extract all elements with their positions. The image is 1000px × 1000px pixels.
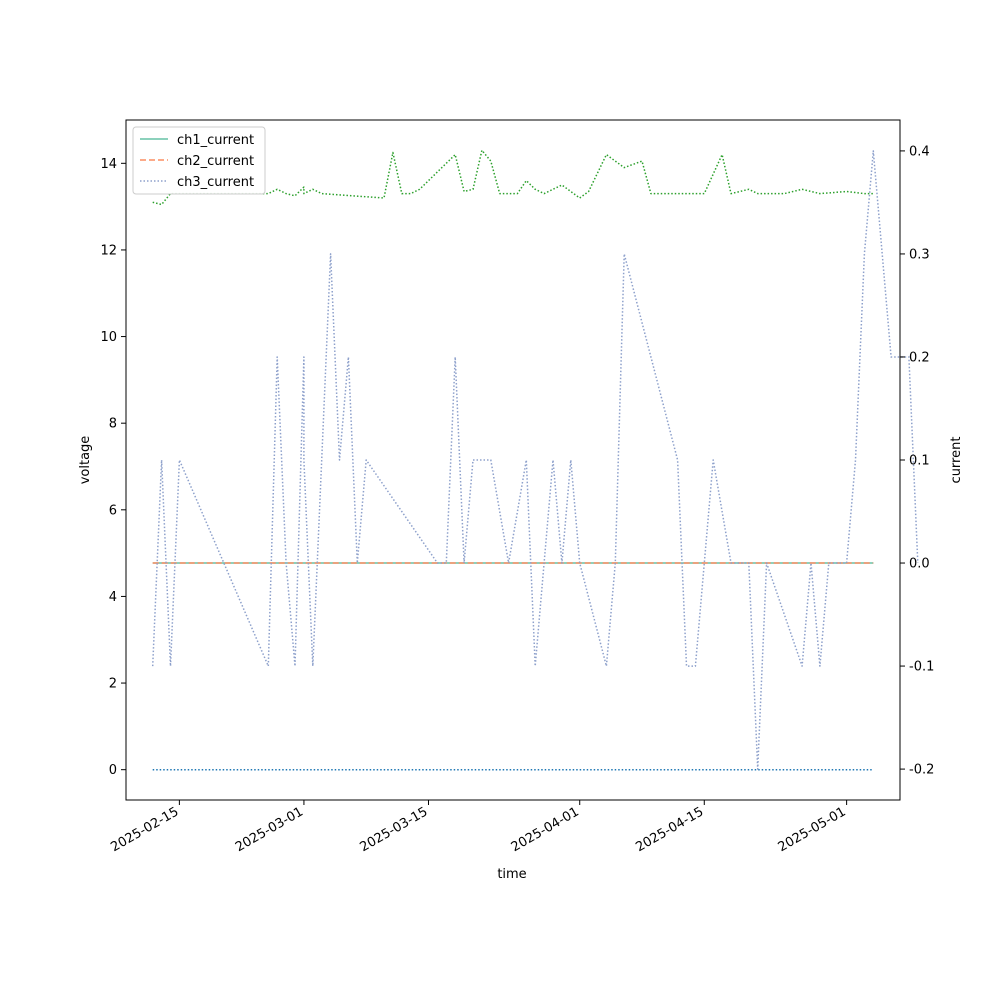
y-left-tick-label-1: 2 xyxy=(109,677,117,692)
y-right-tick-label-3: 0.1 xyxy=(909,454,930,469)
series-line-series-0 xyxy=(152,149,874,206)
y-left-tick-label-5: 10 xyxy=(100,330,117,345)
y-left-tick-label-7: 14 xyxy=(100,157,117,172)
y-left-tick-label-0: 0 xyxy=(109,763,117,778)
y-left-tick-label-3: 6 xyxy=(109,503,117,518)
y-axis-left-label: voltage xyxy=(78,436,93,485)
legend-label-ch2: ch2_current xyxy=(177,154,254,169)
legend: ch1_current ch2_current ch3_current xyxy=(132,126,266,195)
y-right-tick-label-2: 0.0 xyxy=(909,557,930,572)
y-right-tick-label-1: -0.1 xyxy=(909,660,934,675)
series-layer xyxy=(151,149,919,771)
y-axis-right: -0.2 -0.1 0.0 0.1 0.2 0.3 0.4 xyxy=(900,144,934,778)
y-right-tick-label-5: 0.3 xyxy=(909,247,930,262)
y-right-tick-label-0: -0.2 xyxy=(909,763,934,778)
y-left-tick-label-6: 12 xyxy=(100,243,117,258)
y-left-tick-label-2: 4 xyxy=(109,590,117,605)
y-left-tick-label-4: 8 xyxy=(109,417,117,432)
y-right-tick-label-6: 0.4 xyxy=(909,144,930,159)
legend-box xyxy=(132,126,266,195)
legend-label-ch1: ch1_current xyxy=(177,133,254,148)
y-axis-left: 0 2 4 6 8 10 12 14 xyxy=(100,157,126,778)
legend-label-ch3: ch3_current xyxy=(177,175,254,190)
y-right-tick-label-4: 0.2 xyxy=(909,350,930,365)
y-axis-right-label: current xyxy=(949,437,964,484)
x-axis-label: time xyxy=(497,867,526,882)
